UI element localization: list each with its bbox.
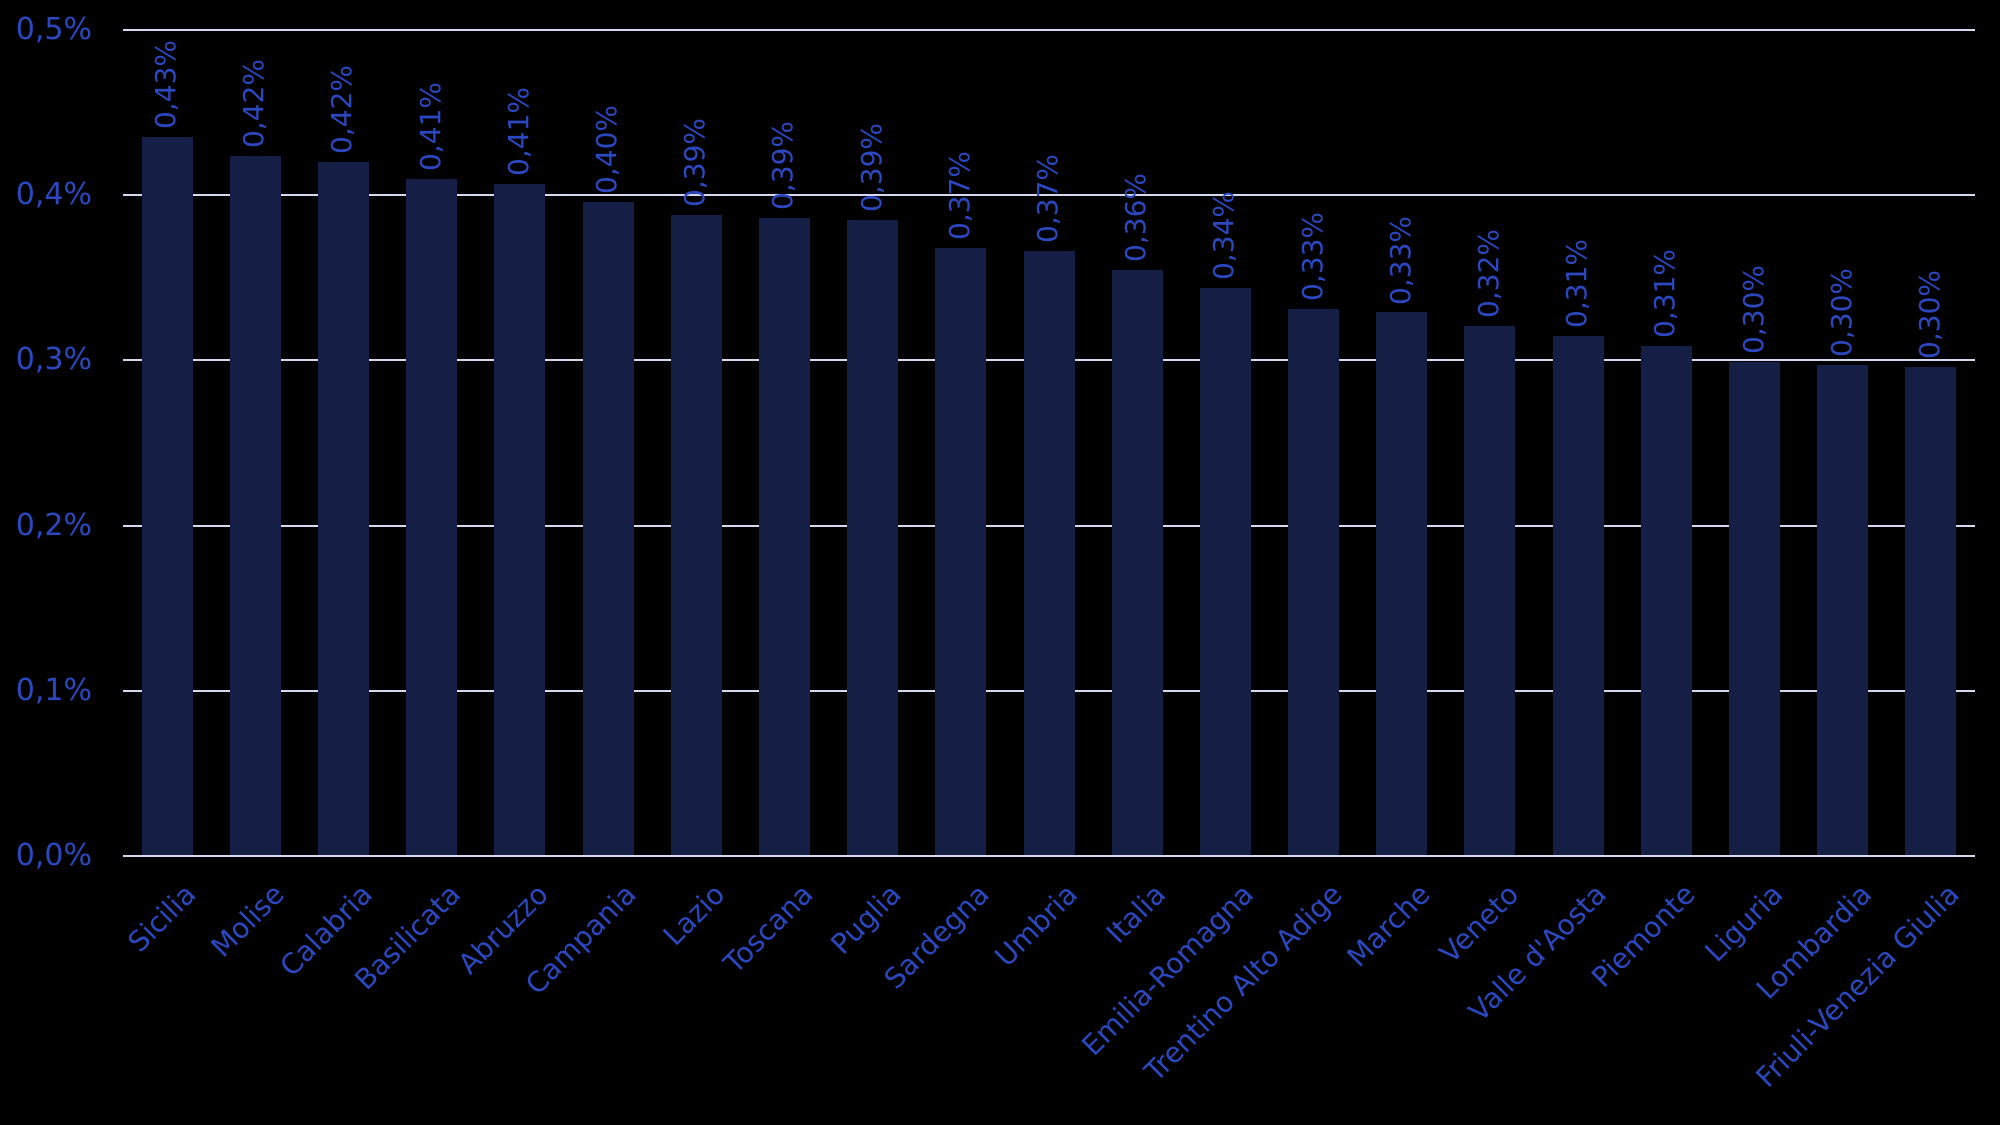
bar xyxy=(1817,365,1869,856)
gridline xyxy=(123,29,1975,31)
y-axis-tick-label: 0,5% xyxy=(15,12,92,47)
y-axis-tick-label: 0,1% xyxy=(15,672,92,708)
bar xyxy=(229,155,281,856)
bar xyxy=(1111,269,1163,856)
bar xyxy=(935,248,987,856)
bar xyxy=(1729,362,1781,856)
bar-value-label: 0,42% xyxy=(237,58,271,148)
bar-value-label: 0,30% xyxy=(1824,268,1858,358)
bar xyxy=(406,178,458,856)
bar-value-label: 0,31% xyxy=(1648,248,1682,338)
bar-value-label: 0,41% xyxy=(501,86,535,176)
y-axis-tick-label: 0,4% xyxy=(15,177,92,213)
y-axis-tick-label: 0,0% xyxy=(15,838,92,873)
bar-value-label: 0,36% xyxy=(1119,172,1153,262)
bar xyxy=(1199,287,1251,856)
bar-value-label: 0,34% xyxy=(1207,190,1241,280)
bar xyxy=(582,201,634,856)
bar-value-label: 0,31% xyxy=(1560,238,1594,328)
bar xyxy=(317,162,369,856)
bar-value-label: 0,41% xyxy=(413,81,447,171)
bar xyxy=(670,215,722,856)
x-axis-category-label: Umbria xyxy=(988,877,1084,974)
bar-value-label: 0,33% xyxy=(1383,215,1417,305)
x-axis-category-label: Toscana xyxy=(717,877,820,980)
x-axis-category-label: Italia xyxy=(1099,877,1173,950)
bar xyxy=(758,218,810,856)
x-axis-category-label: Puglia xyxy=(824,877,908,961)
bar xyxy=(1552,335,1604,856)
bar xyxy=(1023,251,1075,856)
x-axis-category-label: Lazio xyxy=(656,877,732,953)
bar-value-label: 0,30% xyxy=(1736,265,1770,355)
gridline xyxy=(123,855,1975,857)
bar xyxy=(1288,309,1340,856)
y-axis-tick-label: 0,2% xyxy=(15,507,92,543)
bar xyxy=(1376,312,1428,856)
bar-value-label: 0,39% xyxy=(854,123,888,212)
x-axis-category-label: Marche xyxy=(1340,877,1437,974)
bar xyxy=(141,137,193,856)
bar xyxy=(1464,325,1516,856)
y-axis-tick-label: 0,3% xyxy=(15,342,92,378)
bar xyxy=(494,183,546,856)
bar xyxy=(847,219,899,856)
gridline xyxy=(123,194,1975,197)
bar-value-label: 0,43% xyxy=(149,40,183,130)
x-axis-category-label: Sicilia xyxy=(121,877,203,959)
x-axis-category-label: Liguria xyxy=(1698,877,1790,969)
bar-value-label: 0,39% xyxy=(766,121,800,211)
bar-value-label: 0,39% xyxy=(678,118,712,208)
bar-value-label: 0,42% xyxy=(325,65,359,155)
bar-value-label: 0,37% xyxy=(1031,154,1064,244)
bar-value-label: 0,40% xyxy=(590,104,624,194)
bar-value-label: 0,32% xyxy=(1471,228,1505,318)
bar-value-label: 0,33% xyxy=(1295,212,1329,302)
bar-value-label: 0,30% xyxy=(1912,270,1946,360)
bar xyxy=(1640,345,1692,856)
bar xyxy=(1905,367,1957,856)
bar-value-label: 0,37% xyxy=(942,151,976,241)
x-axis-category-label: Molise xyxy=(204,877,291,964)
